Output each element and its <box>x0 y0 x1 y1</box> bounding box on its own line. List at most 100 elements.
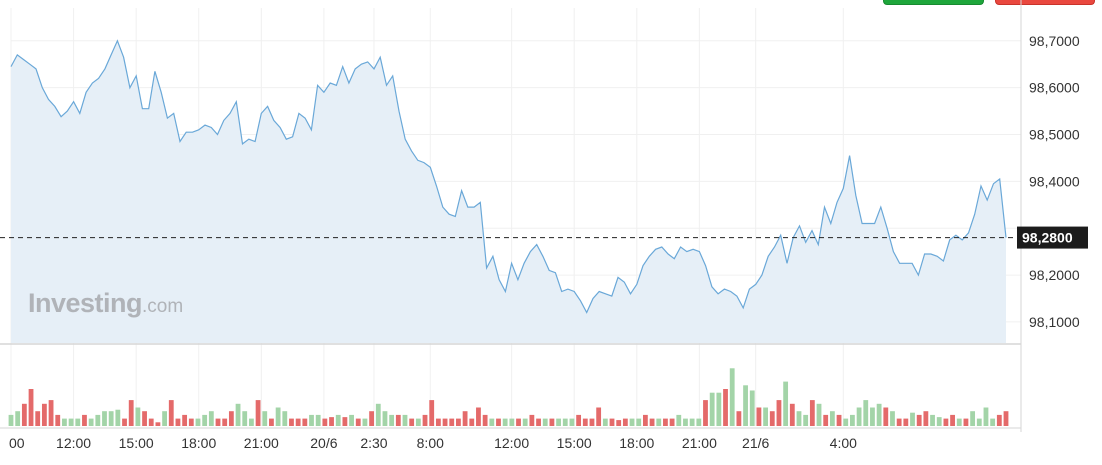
volume-bar <box>883 407 889 426</box>
volume-bar <box>162 411 167 426</box>
volume-bar <box>462 411 468 426</box>
x-axis: 00 12:00 15:00 18:00 21:00 20/6 2:30 8:00 12:00 1… <box>9 435 857 451</box>
x-tick-label: 15:00 <box>119 435 154 451</box>
y-tick-label: 98,5000 <box>1029 127 1080 143</box>
logo-text: Investing.com <box>28 288 183 318</box>
volume-bar <box>148 418 154 426</box>
x-tick-label: 21:00 <box>682 435 717 451</box>
volume-bar <box>155 422 161 426</box>
volume-bar <box>369 411 375 426</box>
volume-bar <box>15 411 21 426</box>
price-line <box>10 39 1007 314</box>
volume-bar <box>602 418 608 426</box>
volume-bar <box>642 414 648 426</box>
volume-bar <box>375 403 381 426</box>
volume-bar <box>723 389 728 426</box>
volume-bar <box>335 414 341 426</box>
volume-bar <box>990 418 996 426</box>
y-tick-label: 98,6000 <box>1029 80 1080 96</box>
volume-bar <box>349 414 354 426</box>
volume-bar <box>489 418 495 426</box>
volume-bar <box>68 418 74 426</box>
volume-bar <box>910 412 915 426</box>
volume-bar <box>596 407 602 426</box>
volume-bar <box>529 414 535 426</box>
volume-bar <box>622 418 628 426</box>
y-tick-label: 98,4000 <box>1029 173 1080 189</box>
volume-bar <box>709 392 715 426</box>
y-tick-label: 98,1000 <box>1029 314 1080 330</box>
volume-bar <box>228 411 234 426</box>
volume-bar <box>35 411 41 426</box>
volume-bar <box>569 418 575 426</box>
volume-bar <box>856 407 862 426</box>
volume-bar <box>115 409 121 426</box>
volume-bar <box>743 385 748 426</box>
y-tick-label: 98,7000 <box>1029 33 1080 49</box>
x-tick-label: 21:00 <box>244 435 279 451</box>
volume-bar <box>783 381 789 426</box>
volume-bar <box>442 418 448 426</box>
volume-bar <box>936 417 942 426</box>
volume-bar <box>983 407 989 426</box>
x-tick-label: 20/6 <box>310 435 337 451</box>
volume-bar <box>469 418 475 426</box>
volume-bar <box>208 411 214 426</box>
volume-bar <box>342 417 348 426</box>
volume-bar <box>275 407 281 426</box>
volume-bar <box>789 403 795 426</box>
volume-bar <box>175 418 181 426</box>
volume-bar <box>970 411 976 426</box>
volume-bar <box>669 418 675 426</box>
price-badge: 98,2800 <box>1017 226 1088 249</box>
volume-bar <box>582 418 588 426</box>
volume-bar <box>629 418 635 426</box>
volume-bar <box>502 418 508 426</box>
volume-bar <box>663 418 668 426</box>
volume-bar <box>429 400 435 426</box>
x-tick-label: 8:00 <box>417 435 444 451</box>
x-tick-label: 21/6 <box>742 435 769 451</box>
x-tick-label: 18:00 <box>619 435 654 451</box>
volume-bar <box>295 418 301 426</box>
volume-bar <box>309 414 314 426</box>
volume-bar <box>242 411 248 426</box>
volume-bar <box>536 418 541 426</box>
investing-logo: Investing.com <box>28 288 183 318</box>
x-tick-label: 12:00 <box>56 435 91 451</box>
volume-bar <box>763 407 769 426</box>
x-tick-label: 18:00 <box>181 435 216 451</box>
volume-bar <box>736 411 742 426</box>
volume-bar <box>803 414 809 426</box>
volume-bar <box>903 418 909 426</box>
volume-bar <box>55 414 61 426</box>
volume-bar <box>195 418 201 426</box>
volume-bar <box>282 411 288 426</box>
y-tick-label: 98,2000 <box>1029 267 1080 283</box>
sell-button[interactable] <box>995 0 1095 5</box>
volume-bar <box>1003 411 1009 426</box>
buy-button[interactable] <box>883 0 984 5</box>
volume-bar <box>809 400 815 426</box>
volume-bar <box>415 418 421 426</box>
volume-bar <box>128 400 134 426</box>
volume-bar <box>963 418 969 426</box>
x-tick-label: 12:00 <box>494 435 529 451</box>
volume-bar <box>21 403 27 426</box>
volume-bar <box>609 418 615 426</box>
volume-bar <box>589 418 595 426</box>
volume-bar <box>896 418 902 426</box>
volume-bar <box>796 411 802 426</box>
volume-bar <box>916 414 922 426</box>
volume-bar <box>8 414 14 426</box>
volume-bar <box>62 418 67 426</box>
volume-bar <box>956 418 962 426</box>
volume-bar <box>102 411 107 426</box>
volume-bar <box>476 407 481 426</box>
volume-bar <box>516 418 521 426</box>
volume-bar <box>435 418 441 426</box>
volume-bar <box>823 414 829 426</box>
volume-bar <box>82 414 87 426</box>
volume-bar <box>496 418 501 426</box>
volume-bar <box>850 414 855 426</box>
